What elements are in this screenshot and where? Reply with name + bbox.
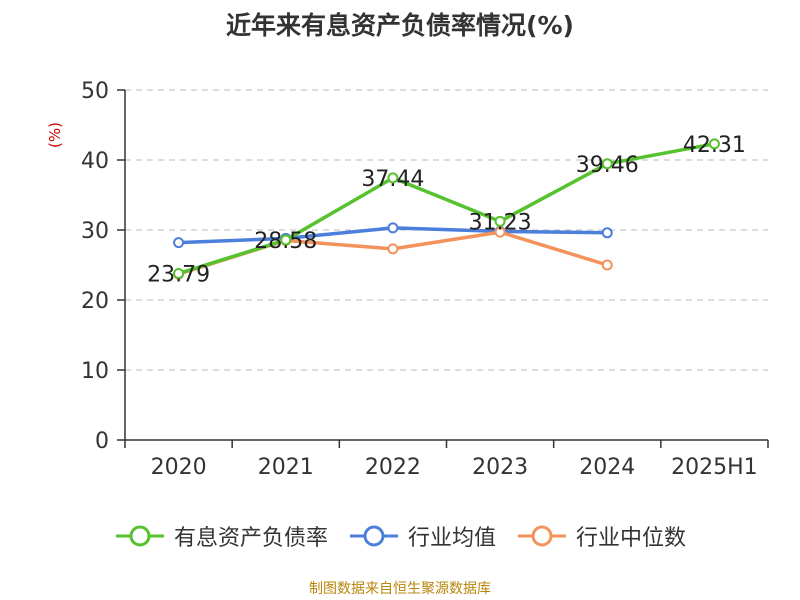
- y-tick-label: 20: [81, 289, 109, 314]
- data-label: 31.23: [469, 210, 532, 235]
- data-point: [173, 237, 185, 249]
- chart-title: 近年来有息资产负债率情况(%): [226, 11, 574, 40]
- legend-label: 行业均值: [407, 526, 496, 551]
- data-source-note: 制图数据来自恒生聚源数据库: [309, 581, 491, 597]
- data-label: 39.46: [576, 153, 639, 178]
- data-point: [387, 222, 399, 234]
- data-point: [601, 227, 613, 239]
- data-point: [601, 158, 613, 170]
- y-tick-label: 0: [95, 429, 109, 454]
- x-tick-label: 2025H1: [671, 455, 758, 480]
- data-label: 42.31: [683, 133, 746, 158]
- data-point: [387, 172, 399, 184]
- data-label: 28.58: [254, 229, 317, 254]
- y-tick-label: 50: [81, 79, 109, 104]
- y-tick-label: 10: [81, 359, 109, 384]
- data-point: [173, 267, 185, 279]
- legend-label: 行业中位数: [576, 526, 687, 551]
- data-point: [387, 243, 399, 255]
- data-label: 23.79: [147, 262, 210, 287]
- legend-line-icon: [349, 525, 398, 547]
- data-point: [708, 138, 720, 150]
- x-tick-label: 2020: [151, 455, 207, 480]
- legend-line-icon: [518, 525, 566, 547]
- series-line: [178, 142, 715, 276]
- legend-item-industry-mean[interactable]: 行业均值: [348, 520, 496, 552]
- x-tick-label: 2021: [258, 455, 314, 480]
- data-point: [494, 226, 506, 238]
- y-tick-label: 30: [81, 219, 109, 244]
- x-tick-label: 2024: [579, 455, 635, 480]
- y-tick-label: 40: [81, 149, 109, 174]
- x-tick-label: 2022: [365, 455, 421, 480]
- legend-item-industry-median[interactable]: 行业中位数: [516, 520, 686, 552]
- legend-item-interest-bearing-debt-ratio[interactable]: 有息资产负债率: [114, 520, 328, 552]
- data-label: 37.44: [361, 167, 424, 192]
- legend: 有息资产负债率 行业均值 行业中位数: [0, 520, 800, 552]
- data-point: [280, 234, 292, 246]
- x-tick-label: 2023: [472, 455, 528, 480]
- legend-label: 有息资产负债率: [173, 526, 328, 551]
- data-point: [494, 215, 506, 227]
- data-point: [601, 259, 613, 271]
- legend-line-icon: [115, 525, 164, 547]
